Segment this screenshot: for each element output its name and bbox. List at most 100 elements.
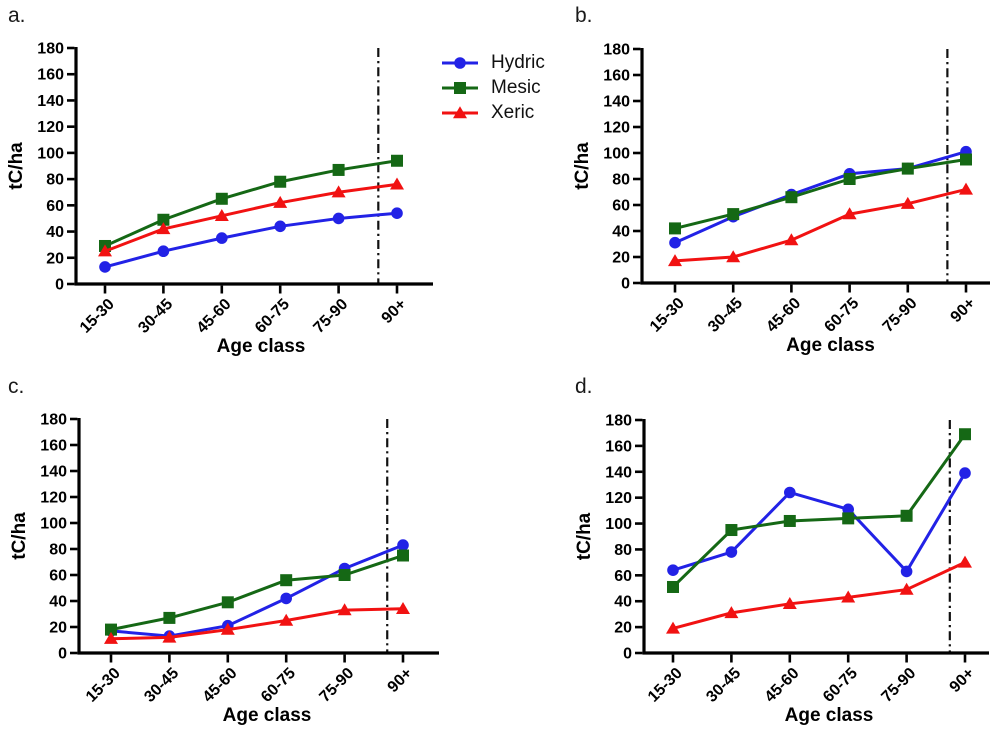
axis-titles: tC/ha Age class bbox=[6, 142, 305, 357]
series-xeric bbox=[668, 182, 973, 267]
data-point-mesic bbox=[843, 173, 856, 185]
svg-text:15-30: 15-30 bbox=[83, 665, 124, 706]
chart-panel-c: 0 20 40 60 80 100 120 140 160 180 15-30 30-45 45-60 6… bbox=[9, 412, 439, 726]
data-point-mesic bbox=[900, 509, 913, 522]
svg-text:30-45: 30-45 bbox=[141, 665, 182, 706]
svg-text:100: 100 bbox=[37, 145, 64, 162]
svg-text:80: 80 bbox=[612, 172, 630, 189]
data-point-hydric bbox=[959, 467, 971, 479]
data-point-mesic bbox=[274, 175, 287, 188]
svg-text:90+: 90+ bbox=[379, 296, 410, 327]
data-point-mesic bbox=[163, 611, 176, 624]
svg-text:75-90: 75-90 bbox=[316, 665, 357, 706]
data-point-mesic bbox=[221, 596, 234, 609]
data-point-xeric bbox=[959, 182, 973, 195]
axis-titles: tC/ha Age class bbox=[574, 512, 873, 726]
axes bbox=[74, 47, 433, 286]
svg-text:60: 60 bbox=[614, 568, 632, 585]
svg-text:75-90: 75-90 bbox=[878, 665, 919, 706]
legend-label-xeric: Xeric bbox=[491, 102, 535, 123]
svg-text:100: 100 bbox=[605, 516, 632, 533]
data-point-mesic bbox=[667, 580, 679, 593]
data-point-hydric bbox=[667, 564, 679, 576]
svg-text:140: 140 bbox=[603, 94, 630, 111]
data-point-xeric bbox=[214, 209, 229, 222]
svg-text:90+: 90+ bbox=[947, 665, 978, 696]
svg-text:160: 160 bbox=[603, 68, 630, 85]
svg-text:140: 140 bbox=[605, 464, 632, 481]
data-point-mesic bbox=[280, 574, 293, 587]
data-point-hydric bbox=[274, 220, 287, 233]
x-axis-ticks: 15-30 30-45 45-60 60-75 75-90 90+ bbox=[645, 654, 978, 706]
panel-label-a: a. bbox=[8, 4, 26, 27]
data-point-mesic bbox=[669, 222, 681, 235]
x-axis-ticks: 15-30 30-45 45-60 60-75 75-90 90+ bbox=[77, 285, 410, 337]
svg-text:15-30: 15-30 bbox=[77, 296, 118, 337]
svg-text:20: 20 bbox=[46, 250, 64, 267]
y-axis-title: tC/ha bbox=[9, 512, 30, 560]
svg-text:15-30: 15-30 bbox=[645, 665, 686, 706]
data-point-xeric bbox=[724, 606, 739, 619]
svg-text:90+: 90+ bbox=[948, 295, 979, 326]
svg-text:60-75: 60-75 bbox=[252, 296, 293, 337]
data-point-hydric bbox=[725, 546, 738, 558]
data-point-mesic bbox=[785, 191, 798, 204]
series-hydric bbox=[99, 207, 403, 273]
svg-text:120: 120 bbox=[605, 490, 632, 507]
data-point-xeric bbox=[396, 602, 410, 614]
data-point-hydric bbox=[842, 503, 854, 516]
data-point-xeric bbox=[104, 631, 118, 644]
svg-text:80: 80 bbox=[46, 172, 64, 189]
svg-text:45-60: 45-60 bbox=[194, 296, 235, 337]
svg-text:180: 180 bbox=[603, 42, 630, 59]
data-point-xeric bbox=[273, 195, 288, 208]
svg-text:140: 140 bbox=[40, 464, 67, 481]
y-axis-ticks: 0 20 40 60 80 100 120 140 160 180 bbox=[37, 41, 75, 294]
data-point-hydric bbox=[157, 245, 170, 258]
svg-text:140: 140 bbox=[37, 93, 64, 110]
data-point-mesic bbox=[338, 569, 351, 581]
data-point-xeric bbox=[220, 622, 235, 635]
x-axis-ticks: 15-30 30-45 45-60 60-75 75-90 90+ bbox=[83, 654, 416, 706]
svg-text:45-60: 45-60 bbox=[763, 295, 804, 336]
svg-text:120: 120 bbox=[40, 490, 67, 507]
legend-label-mesic: Mesic bbox=[491, 77, 541, 98]
svg-text:160: 160 bbox=[605, 438, 632, 455]
svg-text:40: 40 bbox=[614, 594, 632, 611]
series-hydric bbox=[669, 145, 972, 249]
data-point-xeric bbox=[98, 244, 112, 257]
svg-text:160: 160 bbox=[37, 67, 64, 84]
data-point-mesic bbox=[901, 162, 914, 175]
x-axis-title: Age class bbox=[785, 705, 874, 726]
data-point-mesic bbox=[725, 524, 738, 537]
svg-text:180: 180 bbox=[37, 41, 64, 58]
series-mesic bbox=[669, 153, 972, 235]
chart-panel-b: 0 20 40 60 80 100 120 140 160 180 15-30 30-45 45-60 6… bbox=[572, 42, 990, 356]
series-mesic bbox=[105, 549, 409, 636]
data-point-hydric bbox=[391, 207, 403, 219]
data-point-xeric bbox=[899, 582, 914, 595]
svg-text:20: 20 bbox=[49, 620, 67, 637]
svg-text:75-90: 75-90 bbox=[310, 296, 351, 337]
data-point-xeric bbox=[726, 250, 741, 263]
data-point-xeric bbox=[900, 196, 915, 209]
svg-text:40: 40 bbox=[46, 224, 64, 241]
axis-titles: tC/ha Age class bbox=[9, 512, 311, 726]
chart-panel-d: 0 20 40 60 80 100 120 140 160 180 15-30 30-45 45-60 6… bbox=[574, 413, 989, 726]
svg-text:20: 20 bbox=[612, 250, 630, 267]
svg-text:60-75: 60-75 bbox=[258, 665, 299, 706]
legend-item-mesic: Mesic bbox=[441, 78, 545, 98]
x-axis-title: Age class bbox=[786, 335, 875, 356]
svg-text:0: 0 bbox=[623, 646, 632, 663]
data-point-mesic bbox=[391, 154, 403, 167]
svg-text:40: 40 bbox=[612, 224, 630, 241]
data-point-xeric bbox=[666, 621, 680, 634]
series-xeric bbox=[98, 177, 404, 257]
svg-text:20: 20 bbox=[614, 620, 632, 637]
svg-text:180: 180 bbox=[40, 412, 67, 429]
series-xeric bbox=[666, 555, 972, 634]
y-axis-title: tC/ha bbox=[574, 512, 595, 560]
svg-text:80: 80 bbox=[614, 542, 632, 559]
svg-text:100: 100 bbox=[603, 146, 630, 163]
